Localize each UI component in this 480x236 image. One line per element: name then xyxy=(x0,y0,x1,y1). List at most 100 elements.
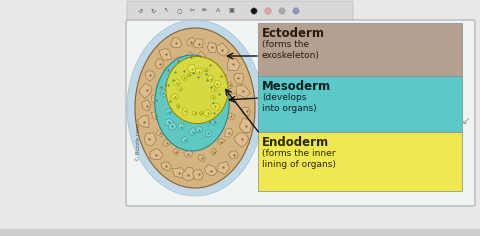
Polygon shape xyxy=(183,150,193,157)
Polygon shape xyxy=(152,94,160,105)
Ellipse shape xyxy=(166,56,228,124)
Polygon shape xyxy=(192,170,204,180)
Polygon shape xyxy=(156,84,165,91)
Polygon shape xyxy=(168,123,177,130)
Polygon shape xyxy=(176,104,180,109)
Polygon shape xyxy=(205,60,214,70)
FancyBboxPatch shape xyxy=(258,23,462,76)
FancyBboxPatch shape xyxy=(127,1,353,21)
Text: ▣: ▣ xyxy=(228,8,234,13)
Polygon shape xyxy=(214,80,221,88)
FancyBboxPatch shape xyxy=(126,20,475,206)
Polygon shape xyxy=(172,168,186,178)
Text: (forms the
exoskeleton): (forms the exoskeleton) xyxy=(262,40,320,60)
Text: A: A xyxy=(216,8,220,13)
Text: Mesoderm: Mesoderm xyxy=(262,80,331,93)
Polygon shape xyxy=(217,139,225,145)
Polygon shape xyxy=(165,81,172,88)
Polygon shape xyxy=(174,79,180,86)
Text: Endoderm: Endoderm xyxy=(262,136,329,149)
Polygon shape xyxy=(216,43,229,56)
Polygon shape xyxy=(145,71,155,81)
Polygon shape xyxy=(204,68,208,72)
Polygon shape xyxy=(193,39,203,48)
Polygon shape xyxy=(211,148,216,156)
Polygon shape xyxy=(210,119,216,126)
Polygon shape xyxy=(173,148,179,156)
Polygon shape xyxy=(235,133,249,147)
Polygon shape xyxy=(196,68,203,75)
Text: ↖: ↖ xyxy=(163,8,168,13)
Ellipse shape xyxy=(135,28,255,188)
Text: Ectoderm: Ectoderm xyxy=(262,27,325,40)
Text: ↺: ↺ xyxy=(137,8,143,13)
Polygon shape xyxy=(168,98,174,105)
Polygon shape xyxy=(206,118,212,126)
Polygon shape xyxy=(182,167,195,181)
Polygon shape xyxy=(199,111,204,116)
Polygon shape xyxy=(160,89,168,97)
Text: © Buzzle.com: © Buzzle.com xyxy=(136,124,141,161)
Polygon shape xyxy=(188,65,196,73)
Circle shape xyxy=(265,8,271,14)
Polygon shape xyxy=(163,139,171,147)
Polygon shape xyxy=(170,77,175,83)
Circle shape xyxy=(251,8,257,14)
Polygon shape xyxy=(138,116,149,128)
Polygon shape xyxy=(165,118,174,126)
Polygon shape xyxy=(155,59,164,69)
Polygon shape xyxy=(210,109,218,116)
Circle shape xyxy=(279,8,285,14)
Polygon shape xyxy=(207,75,214,81)
Polygon shape xyxy=(142,100,151,111)
Polygon shape xyxy=(236,85,250,98)
Polygon shape xyxy=(204,165,217,176)
Polygon shape xyxy=(217,161,229,174)
Polygon shape xyxy=(207,43,216,53)
Circle shape xyxy=(293,8,299,14)
Text: ○: ○ xyxy=(176,8,182,13)
Polygon shape xyxy=(182,108,188,115)
Polygon shape xyxy=(170,93,179,100)
Polygon shape xyxy=(139,83,152,98)
Ellipse shape xyxy=(127,20,263,196)
Polygon shape xyxy=(227,113,235,119)
Polygon shape xyxy=(181,75,188,82)
Polygon shape xyxy=(166,109,172,114)
Text: ↻: ↻ xyxy=(150,8,156,13)
Text: ↙: ↙ xyxy=(462,116,470,126)
FancyBboxPatch shape xyxy=(258,76,462,132)
Polygon shape xyxy=(204,77,210,83)
Polygon shape xyxy=(216,89,223,98)
Polygon shape xyxy=(187,37,195,46)
Polygon shape xyxy=(159,49,172,60)
Polygon shape xyxy=(144,133,156,146)
Text: (forms the inner
lining of organs): (forms the inner lining of organs) xyxy=(262,149,336,169)
Polygon shape xyxy=(204,109,212,117)
Text: ✂: ✂ xyxy=(190,8,194,13)
Polygon shape xyxy=(196,127,203,132)
Polygon shape xyxy=(188,73,192,77)
Ellipse shape xyxy=(155,55,229,151)
Text: ✏: ✏ xyxy=(203,8,208,13)
Polygon shape xyxy=(210,95,216,99)
Polygon shape xyxy=(205,130,212,137)
Polygon shape xyxy=(225,128,233,137)
Polygon shape xyxy=(210,102,220,110)
Polygon shape xyxy=(198,155,205,161)
Polygon shape xyxy=(185,51,196,60)
Polygon shape xyxy=(180,67,190,75)
Polygon shape xyxy=(189,127,196,136)
Polygon shape xyxy=(181,136,188,143)
Polygon shape xyxy=(226,82,233,89)
Polygon shape xyxy=(211,86,218,92)
FancyBboxPatch shape xyxy=(258,132,462,191)
Polygon shape xyxy=(156,130,163,137)
Polygon shape xyxy=(234,73,244,84)
Polygon shape xyxy=(192,111,197,116)
Polygon shape xyxy=(194,72,203,81)
Polygon shape xyxy=(178,123,184,130)
Polygon shape xyxy=(228,93,238,102)
Bar xyxy=(0,229,480,236)
Text: (develops
into organs): (develops into organs) xyxy=(262,93,317,113)
